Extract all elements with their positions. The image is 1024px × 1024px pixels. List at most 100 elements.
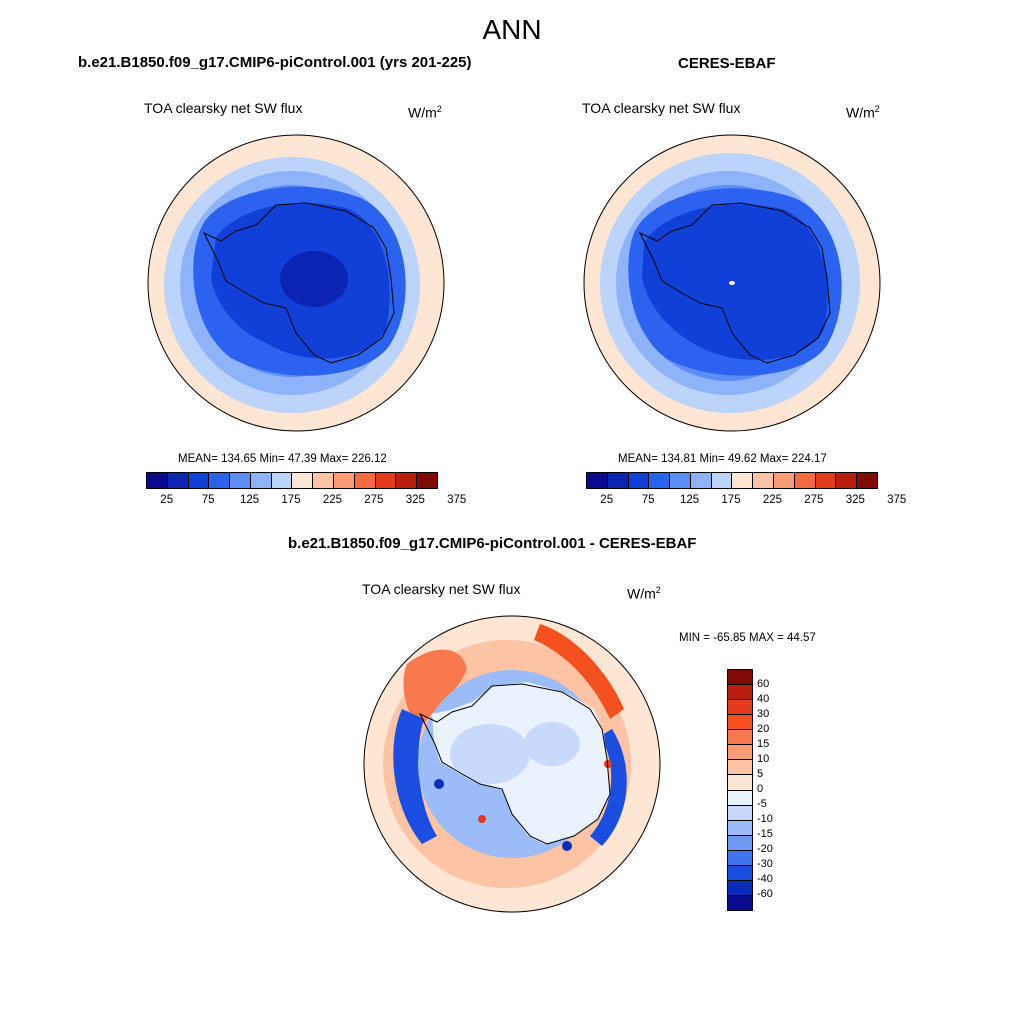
colorbar-tick-label: 275 <box>804 494 824 506</box>
colorbar-swatch <box>271 473 293 488</box>
colorbar-tick-label: 5 <box>757 768 764 780</box>
colorbar-swatch <box>649 473 671 488</box>
colorbar-tick-label: 75 <box>201 494 215 506</box>
colorbar-swatch <box>836 473 858 488</box>
diff-units: W/m2 <box>627 585 661 602</box>
colorbar-tick-label: 10 <box>757 753 770 765</box>
colorbar-tick-label: 175 <box>721 494 741 506</box>
colorbar-tick-label: 325 <box>845 494 865 506</box>
colorbar-tick-label: -5 <box>757 798 767 810</box>
panel-model-stats: MEAN= 134.65 Min= 47.39 Max= 226.12 <box>178 453 387 465</box>
colorbar-swatch <box>728 835 752 851</box>
colorbar-swatch <box>728 775 752 791</box>
colorbar-swatch <box>690 473 712 488</box>
panel-obs-variable: TOA clearsky net SW flux <box>582 100 741 116</box>
diff-colorbar <box>727 669 753 911</box>
panel-obs-stats: MEAN= 134.81 Min= 49.62 Max= 224.17 <box>618 453 827 465</box>
colorbar-swatch <box>628 473 650 488</box>
colorbar-tick-label: 125 <box>679 494 700 506</box>
colorbar-swatch <box>188 473 210 488</box>
colorbar-tick-label: 225 <box>322 494 343 506</box>
colorbar-swatch <box>728 790 752 806</box>
colorbar-swatch <box>815 473 837 488</box>
panel-model-colorbar-ticks: 25 75 125 175 225 275 325 375 <box>146 494 466 508</box>
colorbar-swatch <box>728 760 752 776</box>
colorbar-swatch <box>728 715 752 731</box>
colorbar-tick-label: 275 <box>364 494 384 506</box>
colorbar-swatch <box>354 473 376 488</box>
panel-obs-colorbar <box>586 472 878 489</box>
panel-model-units: W/m2 <box>408 104 442 121</box>
colorbar-swatch <box>728 805 752 821</box>
colorbar-swatch <box>375 473 397 488</box>
panel-obs-colorbar-ticks: 25 75 125 175 225 275 325 375 <box>586 494 906 508</box>
colorbar-swatch <box>250 473 272 488</box>
diff-colorbar-ticks: 60 40 30 20 15 10 5 0 -5 -10 -15 -20 -30 -40 -60 <box>757 669 797 909</box>
colorbar-swatch <box>794 473 816 488</box>
colorbar-swatch <box>728 895 752 910</box>
colorbar-swatch <box>728 820 752 836</box>
colorbar-swatch <box>587 473 608 488</box>
colorbar-tick-label: -15 <box>757 828 773 840</box>
colorbar-tick-label: 20 <box>757 723 770 735</box>
panel-obs-polar-map <box>583 134 881 432</box>
colorbar-tick-label: 0 <box>757 783 764 795</box>
colorbar-swatch <box>753 473 775 488</box>
panel-model-colorbar <box>146 472 438 489</box>
season-title: ANN <box>482 14 542 45</box>
diff-coastline <box>418 683 611 845</box>
colorbar-tick-label: 125 <box>239 494 260 506</box>
panel-model-coastline <box>202 202 395 364</box>
colorbar-swatch <box>728 730 752 746</box>
panel-model-variable: TOA clearsky net SW flux <box>144 100 303 116</box>
colorbar-tick-label: 25 <box>600 494 614 506</box>
diff-variable: TOA clearsky net SW flux <box>362 581 521 597</box>
diff-title: b.e21.B1850.f09_g17.CMIP6-piControl.001 … <box>288 535 697 552</box>
colorbar-swatch <box>292 473 314 488</box>
colorbar-tick-label: -60 <box>757 888 773 900</box>
diff-stats: MIN = -65.85 MAX = 44.57 <box>679 632 816 644</box>
colorbar-swatch <box>728 670 752 686</box>
colorbar-swatch <box>167 473 189 488</box>
colorbar-tick-label: 60 <box>757 678 770 690</box>
colorbar-tick-label: -40 <box>757 873 773 885</box>
colorbar-swatch <box>732 473 754 488</box>
colorbar-tick-label: 25 <box>160 494 174 506</box>
panel-model-polar-map <box>147 134 445 432</box>
colorbar-tick-label: 175 <box>281 494 301 506</box>
panel-obs-coastline <box>638 202 831 364</box>
colorbar-swatch <box>728 700 752 716</box>
panel-obs-title: CERES-EBAF <box>678 55 776 72</box>
colorbar-tick-label: 225 <box>762 494 783 506</box>
colorbar-swatch <box>711 473 733 488</box>
colorbar-tick-label: 325 <box>405 494 425 506</box>
colorbar-swatch <box>334 473 355 488</box>
colorbar-tick-label: 30 <box>757 708 770 720</box>
colorbar-swatch <box>670 473 691 488</box>
colorbar-tick-label: 15 <box>757 738 770 750</box>
colorbar-swatch <box>728 685 752 701</box>
colorbar-tick-label: -10 <box>757 813 773 825</box>
colorbar-tick-label: -30 <box>757 858 773 870</box>
colorbar-swatch <box>396 473 418 488</box>
colorbar-swatch <box>209 473 231 488</box>
colorbar-swatch <box>728 880 752 896</box>
colorbar-swatch <box>728 865 752 881</box>
colorbar-swatch <box>313 473 335 488</box>
colorbar-tick-label: 40 <box>757 693 770 705</box>
panel-obs-units: W/m2 <box>846 104 880 121</box>
colorbar-tick-label: 375 <box>447 494 467 506</box>
colorbar-swatch <box>230 473 251 488</box>
colorbar-swatch <box>728 745 752 761</box>
colorbar-tick-label: -20 <box>757 843 773 855</box>
diff-polar-map <box>363 615 661 913</box>
colorbar-swatch <box>774 473 795 488</box>
colorbar-swatch <box>607 473 629 488</box>
colorbar-swatch <box>857 473 877 488</box>
panel-model-title: b.e21.B1850.f09_g17.CMIP6-piControl.001 … <box>78 54 472 71</box>
colorbar-swatch <box>147 473 168 488</box>
colorbar-tick-label: 75 <box>641 494 655 506</box>
colorbar-tick-label: 375 <box>887 494 907 506</box>
colorbar-swatch <box>728 850 752 866</box>
colorbar-swatch <box>417 473 437 488</box>
